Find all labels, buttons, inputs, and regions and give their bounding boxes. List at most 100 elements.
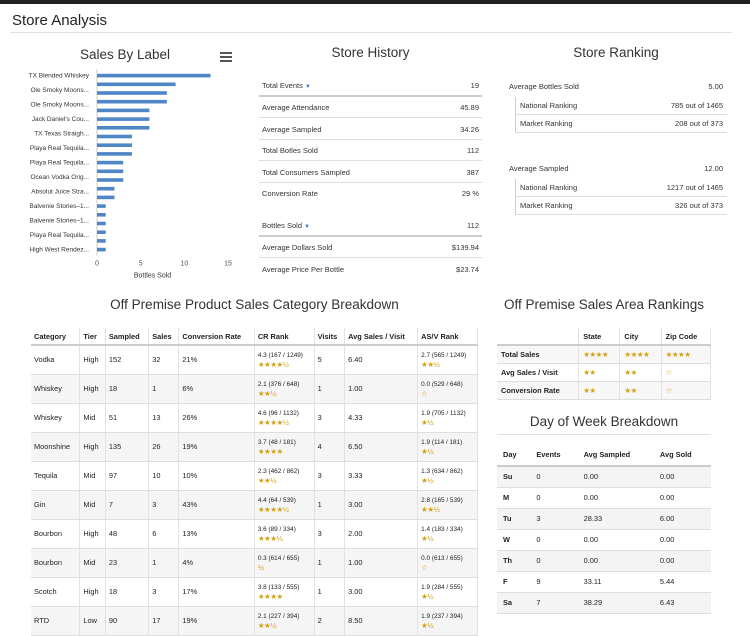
ranking-value: 5.00: [708, 81, 723, 91]
day-of-week-title: Day of Week Breakdown: [529, 414, 679, 429]
cell-cr-rank: 3.6 (89 / 334) ★★★½: [254, 519, 315, 549]
cr-rank-text: 3.8 (133 / 555): [257, 583, 300, 591]
cell-day: Tu: [497, 508, 531, 530]
table-row: M 0 0.00 0.00: [497, 487, 711, 509]
cell-sales: 6: [148, 519, 180, 549]
table-row: Tequila Mid 97 10 10% 2.3 (462 / 862) ★★½ 3 3.33…: [31, 461, 478, 491]
asv-rank-text: 1.9 (114 / 181): [421, 438, 463, 446]
ranking-sub-value: 208 out of 373: [675, 119, 723, 128]
sales-chart-title: Sales By Label: [79, 47, 171, 62]
cell-avg-sampled: 28.33: [577, 508, 654, 530]
history-row-total-events[interactable]: Total Events ▼ 19: [259, 76, 482, 97]
x-tick-label: 0: [95, 261, 99, 268]
bar[interactable]: [97, 204, 106, 208]
star-rating-icon: ★★★★: [624, 349, 650, 359]
bar[interactable]: [97, 169, 124, 174]
column-header-state: State: [578, 328, 621, 346]
cell-category: Moonshine: [31, 432, 81, 462]
sort-caret-icon[interactable]: ▼: [304, 224, 310, 230]
bar[interactable]: [97, 247, 106, 252]
bar[interactable]: [97, 178, 124, 182]
history-row-bottles-sold[interactable]: Bottles Sold ▼ 112: [259, 216, 482, 237]
sort-caret-icon[interactable]: ▼: [304, 84, 311, 90]
bar[interactable]: [97, 143, 132, 147]
history-label-text: Total Botles Sold: [262, 145, 318, 155]
cell-asv-rank: 1.9 (284 / 555) ★½: [417, 577, 478, 607]
bar[interactable]: [97, 99, 167, 104]
column-header-avg-sold: Avg Sold: [653, 444, 711, 467]
cell-category: Whiskey: [31, 374, 81, 404]
column-header-avg-sales-visit: Avg Sales / Visit: [344, 328, 419, 346]
star-rating-icon: ★★: [624, 385, 637, 395]
history-row-average-price-per-bottle: Average Price Per Bottle $23.74: [259, 259, 482, 280]
cell-visits: 2: [314, 606, 346, 636]
bar[interactable]: [97, 221, 106, 226]
category-label: Balvenie Stories–1...: [29, 203, 89, 210]
category-breakdown-table: Category Tier Sampled Sales Conversion Rate C…: [31, 328, 478, 636]
bar[interactable]: [97, 126, 150, 130]
cell-cr-rank: 3.7 (48 / 181) ★★★★: [254, 432, 315, 462]
cell-asv-rank: 0.0 (529 / 648) ☆: [417, 374, 478, 404]
ranking-sub-value: 326 out of 373: [675, 201, 723, 210]
bar[interactable]: [97, 73, 211, 78]
bar[interactable]: [97, 160, 124, 165]
column-header-blank: [497, 328, 580, 346]
star-rating-icon: ★★: [583, 367, 596, 377]
history-label: Total Events ▼: [262, 81, 311, 90]
cell-zip: ★★★★: [661, 345, 712, 364]
column-header-category: Category: [31, 328, 81, 346]
bar[interactable]: [97, 239, 106, 243]
bar[interactable]: [97, 108, 150, 113]
cr-rank-text: 2.3 (462 / 862): [257, 467, 300, 475]
bar[interactable]: [97, 186, 115, 191]
section-divider: [497, 434, 711, 435]
history-label: Conversion Rate: [262, 189, 318, 198]
asv-rank-text: 2.7 (565 / 1249): [421, 351, 467, 359]
category-label: Playa Real Tequila...: [30, 160, 89, 167]
area-rankings-table: State City Zip Code Total Sales ★★★★ ★★★★ ★★★…: [497, 328, 712, 400]
ranking-sub-row-market-ranking: Market Ranking 208 out of 373: [515, 115, 727, 133]
column-header-tier: Tier: [79, 328, 106, 346]
cell-sampled: 18: [105, 577, 150, 607]
column-header-sampled: Sampled: [105, 328, 150, 346]
cell-visits: 5: [314, 345, 346, 375]
table-row: F 9 33.11 5.44: [497, 571, 711, 593]
bar[interactable]: [97, 230, 106, 234]
ranking-label: Average Sampled: [509, 163, 569, 173]
bar[interactable]: [97, 82, 176, 87]
cell-asv-rank: 1.9 (237 / 394) ★½: [417, 606, 478, 636]
bar[interactable]: [97, 134, 132, 139]
history-label-text: Bottles Sold: [262, 221, 303, 230]
history-row-average-dollars-sold: Average Dollars Sold $139.94: [259, 237, 482, 258]
cell-events: 0: [530, 487, 578, 509]
cell-city: ★★: [619, 381, 662, 400]
asv-rank-text: 0.0 (613 / 655): [421, 554, 463, 562]
bar[interactable]: [97, 91, 167, 95]
history-value: $23.74: [456, 265, 479, 274]
bar[interactable]: [97, 152, 132, 156]
table-row: Gin Mid 7 3 43% 4.4 (64 / 539) ★★★★½ 1 3.00 2.8 (…: [31, 490, 478, 520]
x-tick-label: 5: [139, 261, 143, 268]
bar[interactable]: [97, 117, 150, 121]
history-label-text: Total Events: [262, 81, 303, 90]
ranking-value: 12.00: [704, 163, 723, 173]
category-label: Ocean Vodka Orig...: [30, 174, 89, 181]
cell-cr-rank: 2.1 (376 / 648) ★★½: [254, 374, 315, 404]
cell-conversion-rate: 26%: [178, 403, 255, 433]
table-row: W 0 0.00 0.00: [497, 529, 711, 551]
bar[interactable]: [97, 195, 115, 200]
star-rating-icon: ★½: [421, 446, 434, 456]
cell-cr-rank: 3.8 (133 / 555) ★★★★: [254, 577, 315, 607]
bar[interactable]: [97, 213, 106, 217]
cell-sales: 17: [148, 606, 180, 636]
cell-conversion-rate: 10%: [178, 461, 255, 491]
hamburger-menu-icon[interactable]: [220, 52, 232, 62]
cell-visits: 3: [314, 403, 346, 433]
cell-sampled: 51: [105, 403, 150, 433]
cell-avg-sales-visit: 3.00: [344, 577, 419, 607]
star-rating-icon: ☆: [421, 562, 428, 572]
cell-avg-sampled: 0.00: [577, 466, 654, 488]
history-label: Average Attendance: [262, 103, 329, 112]
history-label-text: Average Sampled: [262, 124, 322, 134]
cell-avg-sold: 0.00: [653, 550, 711, 572]
